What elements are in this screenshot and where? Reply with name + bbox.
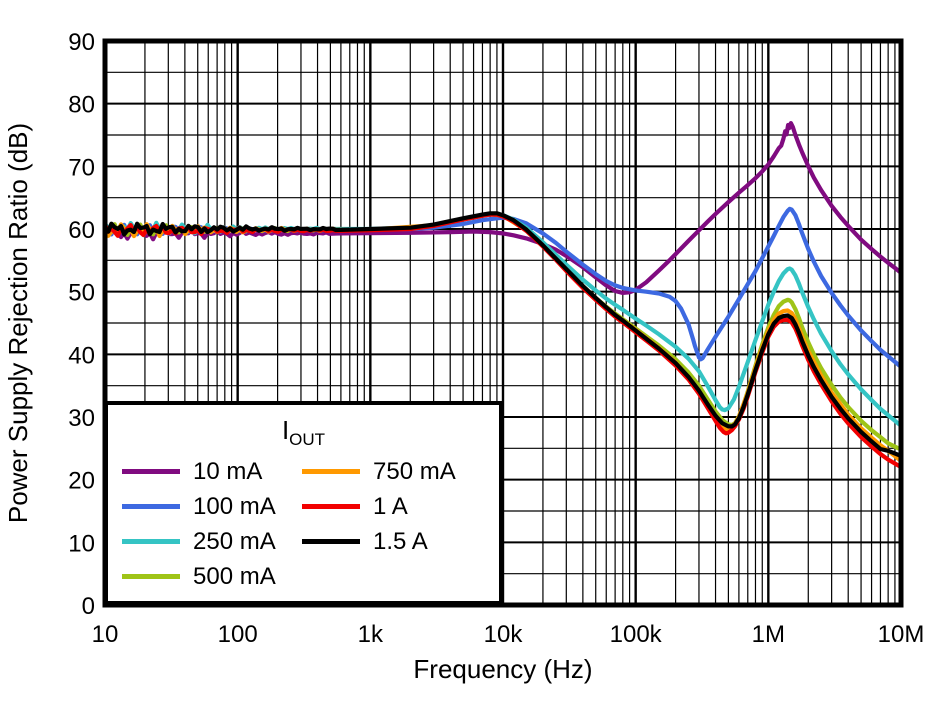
- x-tick-label: 1k: [358, 621, 384, 648]
- legend-label: 100 mA: [193, 492, 276, 520]
- legend-item-10ma: 10 mA: [122, 455, 262, 488]
- y-tick-label: 70: [68, 154, 95, 181]
- legend-label: 1.5 A: [373, 527, 428, 555]
- y-tick-label: 80: [68, 92, 95, 119]
- legend-item-750ma: 750 mA: [302, 455, 456, 488]
- legend-item-1p5a: 1.5 A: [302, 525, 428, 558]
- legend-label: 750 mA: [373, 457, 456, 485]
- legend-item-1a: 1 A: [302, 490, 408, 523]
- legend-swatch: [122, 469, 180, 474]
- y-axis-title: Power Supply Rejection Ratio (dB): [3, 123, 33, 523]
- legend-label: 1 A: [373, 492, 408, 520]
- legend-title-subscript: OUT: [289, 430, 326, 449]
- legend-swatch: [122, 574, 180, 579]
- y-tick-label: 20: [68, 468, 95, 495]
- legend-title: IOUT: [281, 415, 326, 449]
- legend: IOUT 10 mA 100 mA 250 mA 500 mA 750 mA 1…: [104, 401, 503, 605]
- legend-item-500ma: 500 mA: [122, 560, 276, 593]
- legend-label: 250 mA: [193, 527, 276, 555]
- y-tick-label: 10: [68, 530, 95, 557]
- series-15a: [105, 211, 901, 458]
- legend-swatch: [302, 539, 360, 544]
- legend-swatch: [122, 539, 180, 544]
- x-tick-label: 1M: [752, 621, 785, 648]
- legend-swatch: [122, 504, 180, 509]
- curves: [105, 121, 901, 470]
- x-axis-title: Frequency (Hz): [413, 654, 592, 684]
- plot-border: [102, 38, 904, 608]
- x-tick-label: 100k: [610, 621, 663, 648]
- legend-label: 500 mA: [193, 562, 276, 590]
- legend-swatch: [302, 504, 360, 509]
- x-tick-label: 10M: [878, 621, 925, 648]
- legend-item-250ma: 250 mA: [122, 525, 276, 558]
- y-tick-label: 0: [82, 593, 95, 620]
- y-tick-label: 90: [68, 29, 95, 56]
- legend-label: 10 mA: [193, 457, 263, 485]
- x-tick-label: 10k: [484, 621, 524, 648]
- y-tick-label: 50: [68, 280, 95, 307]
- y-tick-label: 40: [68, 342, 95, 369]
- y-tick-label: 60: [68, 217, 95, 244]
- legend-swatch: [302, 469, 360, 474]
- legend-item-100ma: 100 mA: [122, 490, 276, 523]
- x-tick-label: 100: [218, 621, 258, 648]
- y-tick-label: 30: [68, 405, 95, 432]
- x-tick-label: 10: [92, 621, 119, 648]
